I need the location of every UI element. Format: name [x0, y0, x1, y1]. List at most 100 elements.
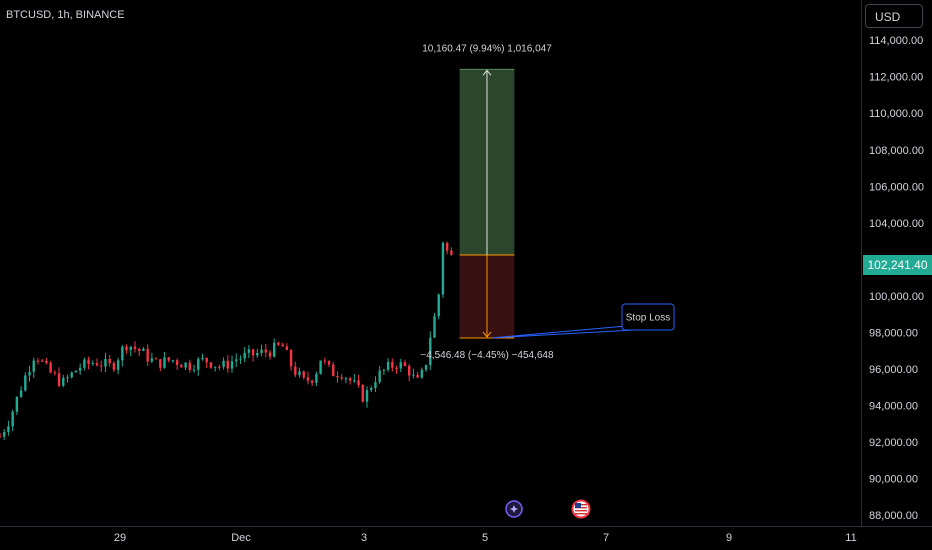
candle-body	[315, 374, 318, 383]
candle-body	[201, 357, 204, 360]
candle-body	[319, 360, 322, 375]
currency-button[interactable]: USD	[865, 4, 923, 28]
candle-body	[332, 364, 335, 377]
candle-body	[407, 366, 411, 376]
candle-body	[24, 375, 27, 391]
candle-body	[7, 426, 10, 432]
candle-body	[53, 372, 57, 374]
candle-body	[197, 359, 200, 370]
candle-body	[289, 350, 293, 367]
candle-body	[205, 357, 208, 363]
candle-body	[66, 377, 69, 379]
candle-body	[416, 374, 419, 378]
price-tick-label: 108,000.00	[869, 145, 924, 157]
candle-body	[138, 348, 141, 352]
candle-body	[125, 346, 128, 350]
candle-body	[298, 371, 301, 376]
candle-body	[45, 360, 48, 364]
price-tick-label: 88,000.00	[869, 510, 918, 522]
candle-body	[133, 346, 137, 349]
candle-body	[344, 378, 348, 380]
candle-body	[277, 342, 280, 345]
time-tick-label: Dec	[231, 532, 251, 544]
candle-body	[243, 352, 246, 359]
candle-body	[218, 366, 221, 368]
candle-body	[184, 362, 187, 368]
candle-body	[163, 357, 166, 368]
candle-body	[116, 360, 120, 370]
long-position-tool[interactable]: 10,160.47 (9.94%) 1,016,047 −4,546.48 (−4…	[420, 43, 675, 361]
candle-body	[340, 377, 343, 379]
candle-body	[239, 358, 242, 360]
callout-pointer	[492, 325, 635, 339]
candle-body	[361, 385, 364, 402]
price-tick-label: 96,000.00	[869, 364, 918, 376]
candle-body	[348, 378, 352, 381]
candle-body	[365, 390, 369, 402]
price-tick-label: 100,000.00	[869, 291, 924, 303]
candle-body	[95, 363, 99, 366]
candle-body	[391, 362, 394, 368]
time-axis[interactable]: 29 Dec 3 5 7 9 11	[114, 532, 857, 544]
candle-body	[302, 371, 305, 378]
candle-body	[273, 342, 276, 357]
events-layer	[505, 499, 591, 519]
candle-body	[357, 380, 360, 386]
candle-body	[327, 360, 331, 365]
candle-body	[57, 373, 61, 386]
time-tick-label: 3	[361, 532, 367, 544]
candle-body	[386, 362, 390, 370]
candle-body	[230, 361, 234, 369]
candle-body	[49, 363, 52, 373]
candle-body	[222, 360, 225, 367]
candle-body	[3, 431, 6, 437]
candle-body	[353, 380, 356, 382]
candle-body	[100, 365, 103, 367]
candle-body	[78, 367, 82, 371]
stop-stats-label: −4,546.48 (−4.45%) −454,648	[420, 350, 554, 361]
candle-body	[87, 359, 90, 364]
candle-body	[370, 388, 373, 391]
current-price-label: 102,241.40	[863, 255, 932, 275]
price-tick-label: 106,000.00	[869, 181, 924, 193]
candle-body	[268, 352, 272, 357]
price-tick-label: 92,000.00	[869, 437, 918, 449]
candle-body	[281, 344, 284, 347]
candle-body	[36, 360, 40, 362]
candle-body	[32, 360, 35, 372]
flag-stripe	[575, 510, 587, 512]
candle-body	[171, 360, 175, 362]
candle-body	[112, 363, 116, 370]
candle-body	[108, 358, 111, 364]
time-tick-label: 11	[845, 532, 856, 544]
flag-canton	[575, 503, 581, 508]
flag-stripe	[575, 513, 587, 515]
candle-body	[437, 294, 440, 317]
price-tick-label: 104,000.00	[869, 218, 924, 230]
candle-body	[310, 380, 314, 383]
candle-body	[104, 358, 107, 367]
candle-body	[0, 436, 2, 438]
candles-layer	[0, 241, 453, 440]
candle-body	[209, 362, 213, 368]
candle-body	[256, 352, 259, 356]
candle-body	[226, 360, 230, 369]
candle-body	[429, 337, 432, 365]
candle-body	[150, 358, 154, 362]
candle-body	[450, 250, 453, 255]
price-tick-label: 112,000.00	[869, 72, 923, 84]
candle-body	[175, 360, 179, 365]
candle-body	[260, 349, 263, 353]
candle-body	[11, 411, 14, 427]
time-tick-label: 9	[726, 532, 732, 544]
candle-body	[74, 370, 78, 373]
candle-body	[146, 348, 149, 362]
candle-body	[382, 369, 386, 371]
price-tick-label: 114,000.00	[869, 35, 923, 47]
stop-loss-callout[interactable]	[621, 303, 675, 331]
time-tick-label: 7	[603, 532, 609, 544]
price-tick-label: 98,000.00	[869, 327, 918, 339]
candle-body	[433, 316, 436, 338]
candle-body	[378, 370, 381, 383]
